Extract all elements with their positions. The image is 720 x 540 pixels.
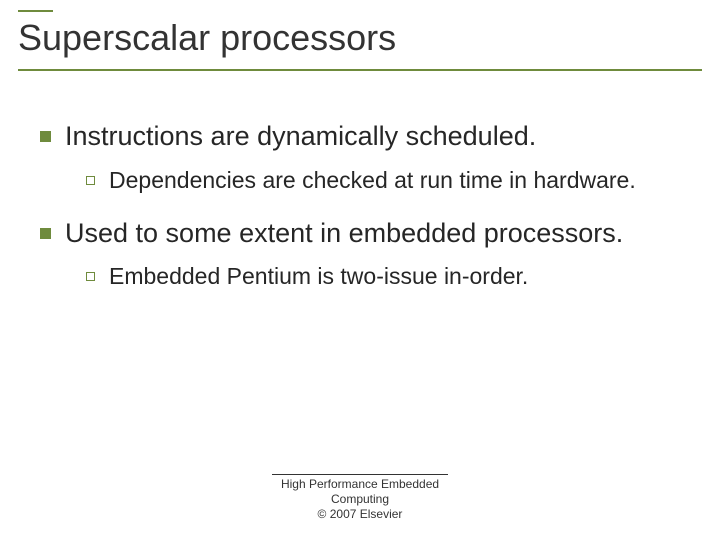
- slide: Superscalar processors Instructions are …: [0, 0, 720, 540]
- title-area: Superscalar processors: [18, 10, 702, 71]
- footer-line: High Performance Embedded: [0, 477, 720, 492]
- list-item-text: Embedded Pentium is two-issue in-order.: [109, 262, 528, 291]
- list-item: Embedded Pentium is two-issue in-order.: [86, 262, 680, 291]
- footer-line: Computing: [0, 492, 720, 507]
- list-item-text: Instructions are dynamically scheduled.: [65, 120, 536, 154]
- title-rule-bottom: [18, 69, 702, 71]
- content-body: Instructions are dynamically scheduled. …: [40, 120, 680, 313]
- footer-line: © 2007 Elsevier: [0, 507, 720, 522]
- square-outline-bullet-icon: [86, 176, 95, 185]
- list-item-text: Used to some extent in embedded processo…: [65, 217, 623, 251]
- list-item: Dependencies are checked at run time in …: [86, 166, 680, 195]
- list-item: Used to some extent in embedded processo…: [40, 217, 680, 251]
- list-item: Instructions are dynamically scheduled.: [40, 120, 680, 154]
- square-bullet-icon: [40, 228, 51, 239]
- square-outline-bullet-icon: [86, 272, 95, 281]
- square-bullet-icon: [40, 131, 51, 142]
- list-item-text: Dependencies are checked at run time in …: [109, 166, 636, 195]
- footer: High Performance Embedded Computing © 20…: [0, 474, 720, 522]
- page-title: Superscalar processors: [18, 10, 702, 69]
- title-rule-top: [18, 10, 53, 12]
- footer-rule: [272, 474, 448, 475]
